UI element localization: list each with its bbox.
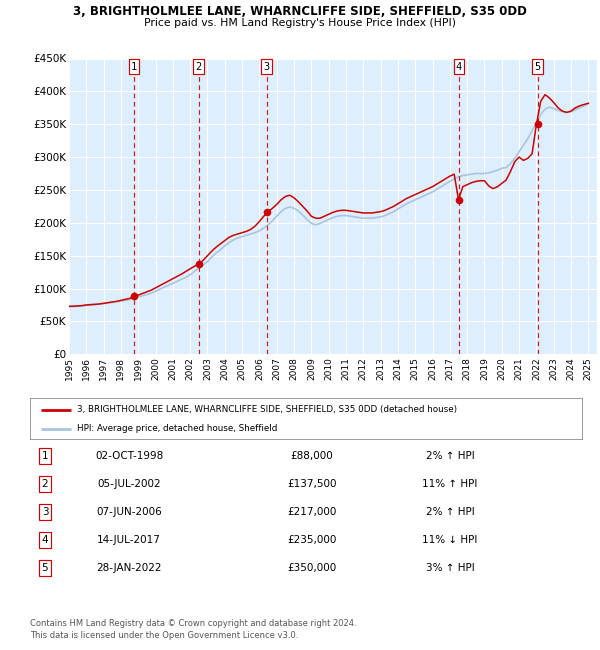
Text: 28-JAN-2022: 28-JAN-2022	[96, 563, 162, 573]
Text: This data is licensed under the Open Government Licence v3.0.: This data is licensed under the Open Gov…	[30, 630, 298, 640]
Text: £235,000: £235,000	[287, 535, 337, 545]
Text: 11% ↓ HPI: 11% ↓ HPI	[422, 535, 478, 545]
Text: HPI: Average price, detached house, Sheffield: HPI: Average price, detached house, Shef…	[77, 424, 277, 433]
Text: £350,000: £350,000	[287, 563, 337, 573]
Text: 4: 4	[41, 535, 49, 545]
Text: 5: 5	[535, 62, 541, 72]
Text: £137,500: £137,500	[287, 479, 337, 489]
Text: 4: 4	[456, 62, 462, 72]
Text: 2% ↑ HPI: 2% ↑ HPI	[425, 451, 475, 461]
Text: 11% ↑ HPI: 11% ↑ HPI	[422, 479, 478, 489]
Text: 5: 5	[41, 563, 49, 573]
Text: 3, BRIGHTHOLMLEE LANE, WHARNCLIFFE SIDE, SHEFFIELD, S35 0DD: 3, BRIGHTHOLMLEE LANE, WHARNCLIFFE SIDE,…	[73, 5, 527, 18]
Text: 02-OCT-1998: 02-OCT-1998	[95, 451, 163, 461]
Text: 3: 3	[41, 507, 49, 517]
Text: 07-JUN-2006: 07-JUN-2006	[96, 507, 162, 517]
Text: 05-JUL-2002: 05-JUL-2002	[97, 479, 161, 489]
Text: 2: 2	[196, 62, 202, 72]
Text: Contains HM Land Registry data © Crown copyright and database right 2024.: Contains HM Land Registry data © Crown c…	[30, 619, 356, 628]
Text: 2: 2	[41, 479, 49, 489]
Text: £217,000: £217,000	[287, 507, 337, 517]
Text: Price paid vs. HM Land Registry's House Price Index (HPI): Price paid vs. HM Land Registry's House …	[144, 18, 456, 28]
Text: 14-JUL-2017: 14-JUL-2017	[97, 535, 161, 545]
Text: 2% ↑ HPI: 2% ↑ HPI	[425, 507, 475, 517]
Text: 1: 1	[41, 451, 49, 461]
Text: £88,000: £88,000	[290, 451, 334, 461]
Text: 3% ↑ HPI: 3% ↑ HPI	[425, 563, 475, 573]
Text: 3: 3	[264, 62, 270, 72]
Text: 3, BRIGHTHOLMLEE LANE, WHARNCLIFFE SIDE, SHEFFIELD, S35 0DD (detached house): 3, BRIGHTHOLMLEE LANE, WHARNCLIFFE SIDE,…	[77, 405, 457, 414]
Text: 1: 1	[131, 62, 137, 72]
